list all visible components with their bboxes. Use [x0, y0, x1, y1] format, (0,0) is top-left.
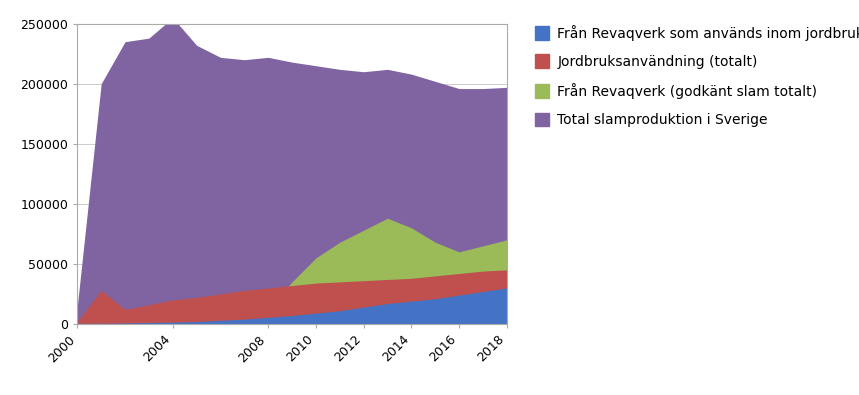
- Legend: Från Revaqverk som används inom jordbruk, Jordbruksanvändning (totalt), Från Rev: Från Revaqverk som används inom jordbruk…: [535, 24, 859, 127]
